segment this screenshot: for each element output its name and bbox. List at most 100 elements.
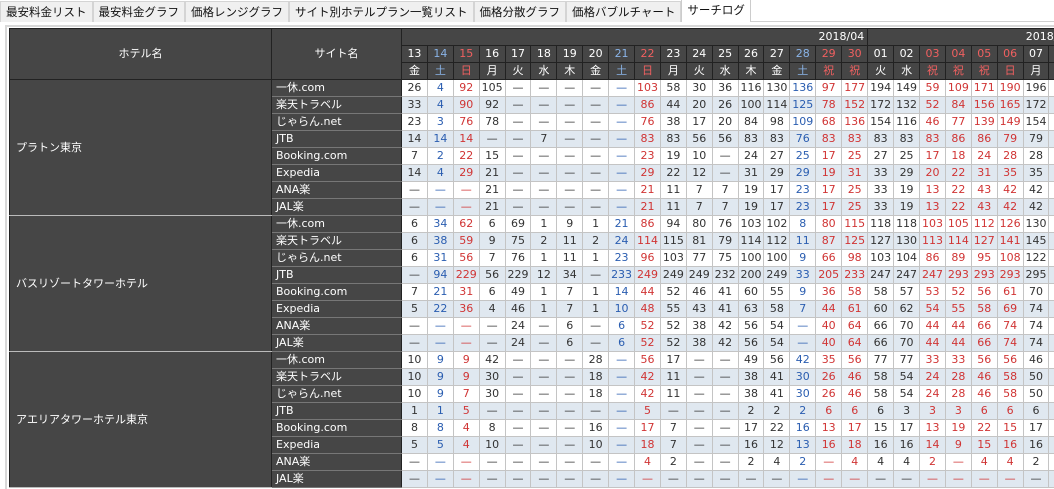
price-count-cell[interactable]: 46: [505, 301, 531, 318]
price-count-cell[interactable]: —: [738, 471, 764, 488]
price-count-cell[interactable]: 11: [660, 199, 686, 216]
price-count-cell[interactable]: 25: [790, 148, 816, 165]
price-count-cell[interactable]: 126: [997, 216, 1023, 233]
price-count-cell[interactable]: —: [609, 420, 635, 437]
date-header[interactable]: 22: [635, 46, 661, 63]
price-count-cell[interactable]: 7: [686, 199, 712, 216]
price-count-cell[interactable]: 34: [557, 267, 583, 284]
date-header[interactable]: 29: [816, 46, 842, 63]
price-count-cell[interactable]: 52: [660, 335, 686, 352]
price-count-cell[interactable]: —: [531, 318, 557, 335]
price-count-cell[interactable]: 83: [894, 131, 920, 148]
price-count-cell[interactable]: —: [764, 471, 790, 488]
price-count-cell[interactable]: 42: [997, 182, 1023, 199]
price-count-cell[interactable]: —: [686, 437, 712, 454]
price-count-cell[interactable]: —: [790, 335, 816, 352]
price-count-cell[interactable]: 55: [945, 301, 971, 318]
price-count-cell[interactable]: 247: [868, 267, 894, 284]
price-count-cell[interactable]: 56: [738, 318, 764, 335]
price-count-cell[interactable]: 69: [997, 301, 1023, 318]
price-count-cell[interactable]: 60: [868, 301, 894, 318]
price-count-cell[interactable]: 8: [402, 420, 428, 437]
site-name-cell[interactable]: Expedia: [272, 301, 402, 318]
date-header[interactable]: 04: [945, 46, 971, 63]
price-count-cell[interactable]: 100: [764, 250, 790, 267]
price-count-cell[interactable]: 7: [453, 386, 479, 403]
price-count-cell[interactable]: 74: [1023, 335, 1049, 352]
price-count-cell[interactable]: 42: [997, 199, 1023, 216]
price-count-cell[interactable]: —: [920, 471, 946, 488]
price-count-cell[interactable]: 115: [660, 233, 686, 250]
price-count-cell[interactable]: 38: [686, 318, 712, 335]
price-count-cell[interactable]: —: [531, 471, 557, 488]
price-count-cell[interactable]: —: [609, 165, 635, 182]
tab-1[interactable]: 最安料金グラフ: [93, 1, 186, 22]
price-count-cell[interactable]: —: [686, 352, 712, 369]
price-count-cell[interactable]: 172: [868, 97, 894, 114]
price-count-cell[interactable]: 6: [971, 403, 997, 420]
price-count-cell[interactable]: —: [531, 182, 557, 199]
price-count-cell[interactable]: 6: [868, 403, 894, 420]
price-count-cell[interactable]: —: [557, 352, 583, 369]
date-header[interactable]: 13: [402, 46, 428, 63]
price-count-cell[interactable]: —: [505, 420, 531, 437]
price-count-cell[interactable]: 5: [402, 437, 428, 454]
price-count-cell[interactable]: 7: [712, 182, 738, 199]
price-count-cell[interactable]: —: [712, 386, 738, 403]
price-count-cell[interactable]: 293: [945, 267, 971, 284]
price-count-cell[interactable]: 6: [479, 216, 505, 233]
price-count-cell[interactable]: 46: [971, 386, 997, 403]
price-count-cell[interactable]: 77: [894, 352, 920, 369]
price-count-cell[interactable]: —: [505, 471, 531, 488]
price-count-cell[interactable]: —: [427, 182, 453, 199]
price-count-cell[interactable]: 2: [660, 454, 686, 471]
tab-6[interactable]: サーチログ: [681, 0, 751, 22]
price-count-cell[interactable]: —: [609, 369, 635, 386]
price-count-cell[interactable]: 25: [842, 148, 868, 165]
price-count-cell[interactable]: 26: [816, 386, 842, 403]
price-count-cell[interactable]: 56: [738, 335, 764, 352]
price-count-cell[interactable]: 9: [790, 284, 816, 301]
price-count-cell[interactable]: 2: [583, 233, 609, 250]
price-count-cell[interactable]: 83: [738, 131, 764, 148]
date-header[interactable]: 16: [479, 46, 505, 63]
price-count-cell[interactable]: 84: [738, 114, 764, 131]
price-count-cell[interactable]: 116: [894, 114, 920, 131]
price-count-cell[interactable]: 97: [816, 80, 842, 97]
price-count-cell[interactable]: 104: [894, 250, 920, 267]
site-name-cell[interactable]: JAL楽: [272, 335, 402, 352]
tab-3[interactable]: サイト別ホテルプラン一覧リスト: [289, 1, 474, 22]
price-count-cell[interactable]: 1: [427, 403, 453, 420]
price-count-cell[interactable]: 52: [660, 318, 686, 335]
price-count-cell[interactable]: 29: [790, 165, 816, 182]
price-count-cell[interactable]: 6: [816, 403, 842, 420]
date-header[interactable]: 06: [997, 46, 1023, 63]
price-count-cell[interactable]: 53: [920, 284, 946, 301]
price-count-cell[interactable]: 54: [894, 386, 920, 403]
site-name-cell[interactable]: ANA楽: [272, 318, 402, 335]
price-count-cell[interactable]: 98: [842, 250, 868, 267]
price-count-cell[interactable]: 20: [712, 114, 738, 131]
date-header[interactable]: 23: [660, 46, 686, 63]
price-count-cell[interactable]: 33: [920, 352, 946, 369]
price-count-cell[interactable]: 24: [609, 233, 635, 250]
price-count-cell[interactable]: 9: [453, 352, 479, 369]
price-count-cell[interactable]: —: [531, 114, 557, 131]
price-count-cell[interactable]: 17: [816, 148, 842, 165]
price-count-cell[interactable]: 7: [557, 284, 583, 301]
price-count-cell[interactable]: 5: [427, 437, 453, 454]
price-count-cell[interactable]: 46: [842, 386, 868, 403]
price-count-cell[interactable]: —: [712, 165, 738, 182]
price-count-cell[interactable]: 20: [686, 97, 712, 114]
price-count-cell[interactable]: 38: [738, 369, 764, 386]
price-count-cell[interactable]: 1: [583, 284, 609, 301]
price-count-cell[interactable]: —: [402, 335, 428, 352]
price-count-cell[interactable]: —: [868, 471, 894, 488]
price-count-cell[interactable]: —: [945, 471, 971, 488]
price-count-cell[interactable]: —: [531, 352, 557, 369]
price-count-cell[interactable]: 66: [868, 335, 894, 352]
price-count-cell[interactable]: 22: [945, 165, 971, 182]
price-count-cell[interactable]: 293: [997, 267, 1023, 284]
price-count-cell[interactable]: 11: [790, 233, 816, 250]
price-count-cell[interactable]: 26: [816, 369, 842, 386]
